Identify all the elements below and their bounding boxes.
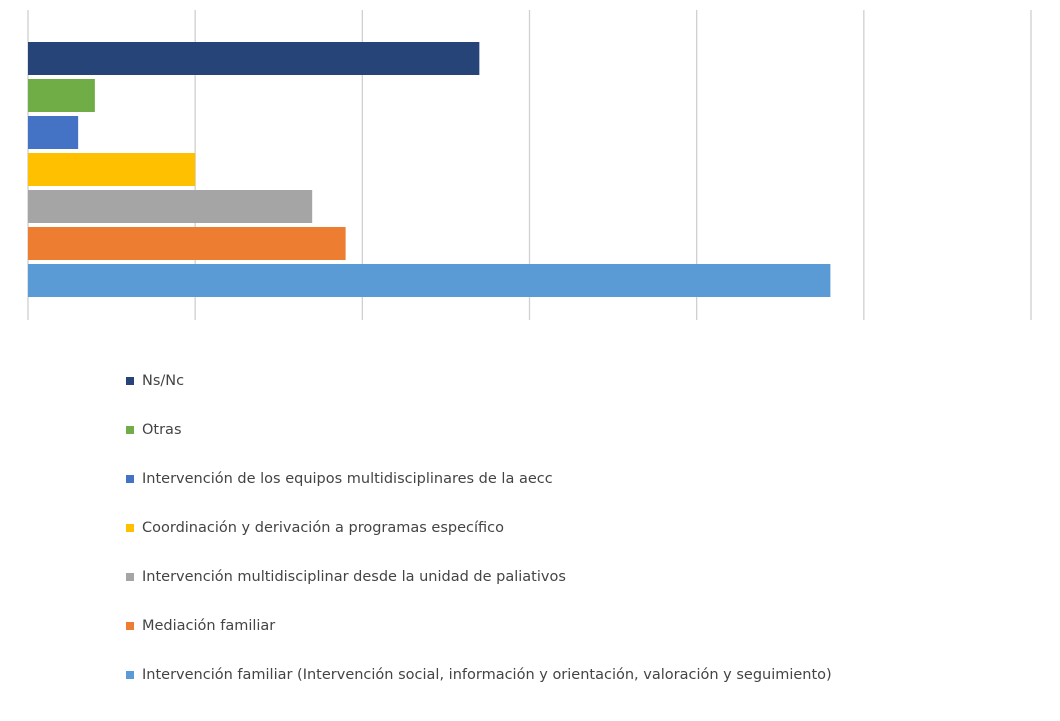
bar bbox=[28, 227, 346, 260]
legend-swatch bbox=[126, 377, 134, 385]
bar bbox=[28, 116, 79, 149]
legend-swatch bbox=[126, 524, 134, 532]
legend-label: Otras bbox=[142, 422, 182, 438]
legend-item: Mediación familiar bbox=[126, 613, 856, 662]
legend-item: Intervención multidisciplinar desde la u… bbox=[126, 564, 856, 613]
legend-label: Mediación familiar bbox=[142, 618, 276, 634]
legend-item: Coordinación y derivación a programas es… bbox=[126, 515, 856, 564]
legend-swatch bbox=[126, 622, 134, 630]
legend-label: Coordinación y derivación a programas es… bbox=[142, 520, 505, 536]
legend-label: Intervención de los equipos multidiscipl… bbox=[142, 471, 553, 487]
legend-label: Ns/Nc bbox=[142, 373, 185, 389]
legend-item: Intervención familiar (Intervención soci… bbox=[126, 662, 856, 711]
legend-swatch bbox=[126, 671, 134, 679]
legend-swatch bbox=[126, 573, 134, 581]
legend-label: Intervención multidisciplinar desde la u… bbox=[142, 569, 566, 585]
legend: Ns/Nc Otras Intervención de los equipos mu… bbox=[126, 368, 856, 711]
legend-label: Intervención familiar (Intervención soci… bbox=[142, 667, 832, 683]
bar bbox=[28, 264, 831, 297]
bar bbox=[28, 79, 95, 112]
chart: 0%10%20%30%40%50%60% bbox=[27, 10, 1032, 320]
bar bbox=[28, 190, 313, 223]
legend-item: Intervención de los equipos multidiscipl… bbox=[126, 466, 856, 515]
legend-item: Otras bbox=[126, 417, 856, 466]
bar bbox=[28, 153, 196, 186]
legend-item: Ns/Nc bbox=[126, 368, 856, 417]
legend-swatch bbox=[126, 426, 134, 434]
bar bbox=[28, 42, 480, 75]
legend-swatch bbox=[126, 475, 134, 483]
